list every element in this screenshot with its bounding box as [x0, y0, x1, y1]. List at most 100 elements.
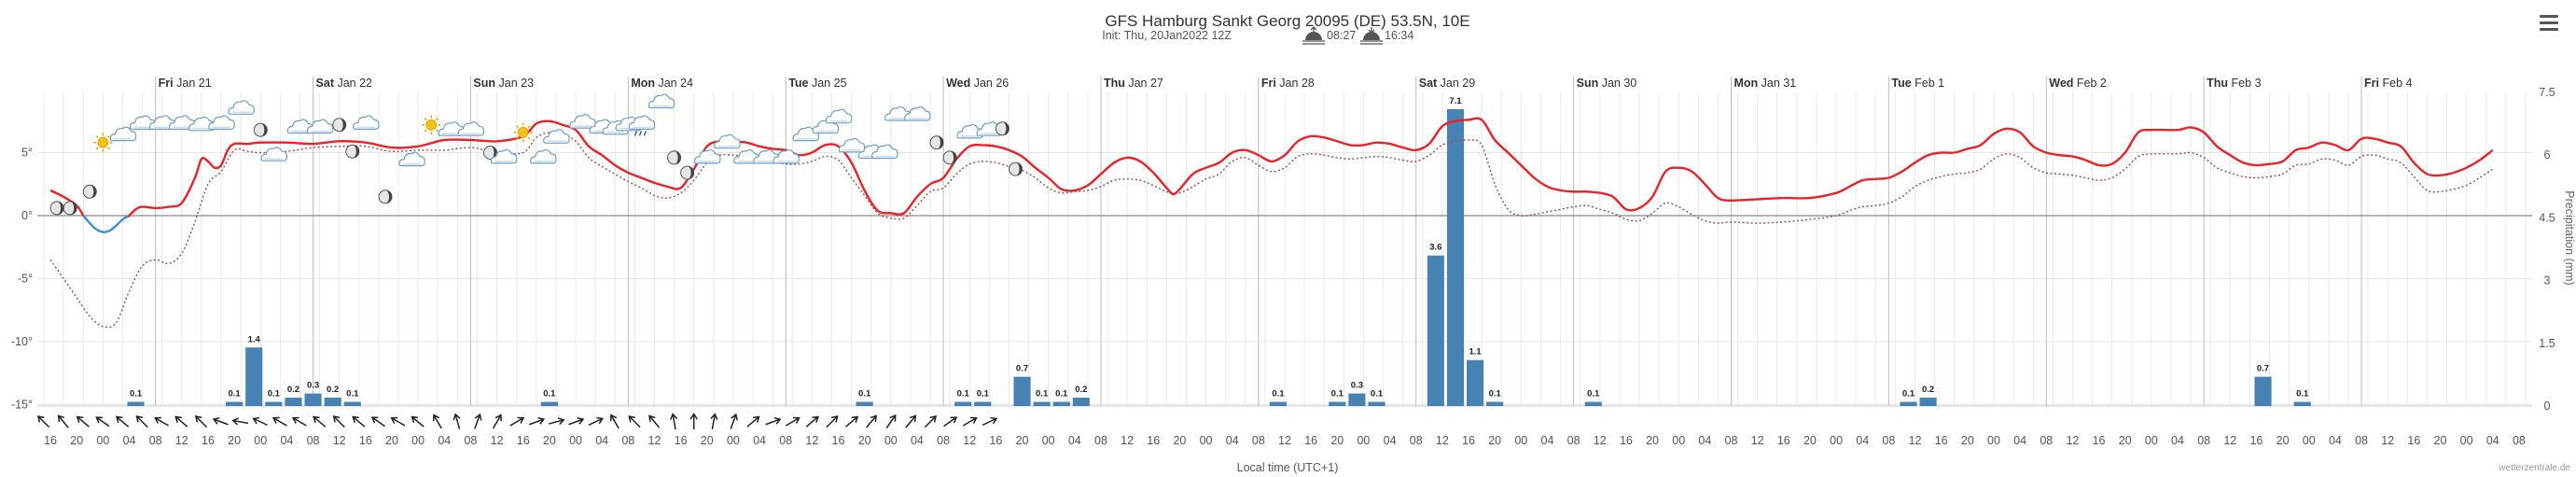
- cloud-icon: [438, 121, 466, 136]
- wind-arrow-icon: [765, 416, 782, 426]
- wind-arrow-icon: [628, 415, 641, 428]
- moon-shadow: [90, 185, 97, 199]
- wind-arrow-icon: [390, 416, 406, 427]
- wind-arrow-icon: [432, 414, 442, 429]
- cloud-shape: [825, 108, 853, 124]
- temperature-lines: [49, 117, 2494, 329]
- sunset-icon: [1360, 27, 1383, 45]
- cloud-shape: [438, 121, 466, 136]
- menu-icon[interactable]: [2540, 15, 2558, 32]
- precip-bar: [1446, 108, 1465, 407]
- wind-arrow-head: [929, 415, 937, 423]
- hour-tick: 00: [1987, 434, 2000, 447]
- wind-arrow-shaft: [333, 415, 345, 428]
- hour-tick: 00: [1200, 434, 1213, 447]
- hour-tick: 04: [2171, 434, 2184, 447]
- wind-arrow-icon: [924, 415, 937, 428]
- wind-arrow-icon: [154, 416, 170, 427]
- precip-value-label: 0.1: [1272, 389, 1285, 400]
- temperature-line-below-zero: [82, 214, 131, 233]
- wind-arrow-head: [352, 415, 359, 423]
- precip-bar: [2254, 376, 2272, 406]
- wind-arrow-shaft: [568, 418, 583, 426]
- wind-arrow-icon: [609, 414, 620, 429]
- sun-ray: [95, 147, 99, 150]
- wind-arrow-head: [830, 415, 839, 423]
- wind-arrow-icon: [231, 417, 249, 426]
- wind-arrow-shaft: [96, 416, 110, 428]
- precip-value-label: 7.1: [1449, 96, 1462, 106]
- day-label: Thu Feb 3: [2207, 77, 2261, 90]
- precip-value-label: 0.1: [1587, 389, 1600, 400]
- moon-shadow: [687, 166, 694, 180]
- precip-value-label: 0.1: [1489, 389, 1502, 400]
- wind-arrow-head: [332, 415, 341, 423]
- hour-tick: 12: [1751, 434, 1764, 447]
- sun-ray: [95, 135, 99, 138]
- wind-arrow-head: [773, 416, 782, 425]
- day-label: Fri Jan 28: [1261, 77, 1315, 90]
- hour-tick: 04: [1698, 434, 1711, 447]
- cloud-icon: [530, 148, 557, 164]
- wind-arrow-shaft: [962, 417, 977, 427]
- cloud-icon: [208, 115, 235, 130]
- cloud-shape: [169, 115, 196, 130]
- sunset-time: 16:34: [1385, 29, 1413, 42]
- cloud-shape: [694, 148, 721, 164]
- wind-arrow-shaft: [214, 418, 229, 426]
- cloud-shape: [129, 115, 157, 130]
- hour-tick: 16: [675, 434, 688, 447]
- hour-tick: 20: [385, 434, 398, 447]
- cloud-shape: [647, 93, 675, 109]
- cloud-icon: [753, 148, 780, 164]
- wind-arrow-head: [689, 413, 698, 420]
- hour-tick: 00: [411, 434, 425, 447]
- precip-bar: [1584, 401, 1602, 406]
- wind-arrow-icon: [411, 415, 425, 428]
- day-label: Mon Jan 24: [631, 77, 693, 90]
- wind-arrow-icon: [785, 416, 801, 427]
- wind-arrow-head: [390, 416, 398, 424]
- hour-tick: 16: [2407, 434, 2420, 447]
- precip-value-label: 0.1: [268, 389, 281, 400]
- hour-tick: 08: [1094, 434, 1107, 447]
- wind-arrow-shaft: [313, 416, 327, 428]
- wind-arrow-shaft: [765, 418, 780, 426]
- cloud-icon: [148, 115, 176, 130]
- precip-value-label: 1.4: [248, 334, 261, 344]
- cloud-shape: [353, 115, 380, 130]
- precip-bar: [226, 401, 244, 406]
- cloud-shape: [753, 148, 780, 164]
- hour-tick: 20: [1016, 434, 1029, 447]
- cloud-icon: [169, 115, 196, 130]
- right-axis-tick: 0: [2544, 400, 2551, 413]
- precip-value-label: 0.1: [1371, 389, 1384, 400]
- wind-arrow-shaft: [433, 414, 442, 429]
- hour-tick: 12: [963, 434, 976, 447]
- wind-arrows: [37, 413, 998, 430]
- wind-arrow-icon: [805, 415, 819, 428]
- rain-drop: [638, 131, 643, 136]
- cloud-icon: [733, 148, 760, 164]
- wind-arrow-icon: [943, 416, 958, 428]
- precip-bar: [1329, 401, 1346, 406]
- hour-tick: 08: [779, 434, 792, 447]
- wind-arrow-shaft: [509, 417, 524, 427]
- hour-tick: 00: [1514, 434, 1527, 447]
- hour-tick: 20: [228, 434, 241, 447]
- wind-arrow-shaft: [746, 416, 759, 428]
- precip-bar: [974, 401, 992, 406]
- cloud-shape: [569, 114, 596, 129]
- moon-icon: [942, 150, 957, 165]
- precip-bar: [1467, 359, 1484, 406]
- wind-arrow-icon: [332, 415, 345, 428]
- precip-value-label: 0.7: [1016, 364, 1028, 374]
- hour-tick: 20: [543, 434, 556, 447]
- hour-tick: 00: [1672, 434, 1685, 447]
- right-axis-tick: 4.5: [2539, 211, 2555, 224]
- hour-tick: 12: [491, 434, 504, 447]
- cloud-shape: [904, 105, 931, 121]
- wind-arrow-shaft: [195, 415, 208, 428]
- cloud-icon: [714, 133, 741, 149]
- moon-icon: [332, 118, 347, 133]
